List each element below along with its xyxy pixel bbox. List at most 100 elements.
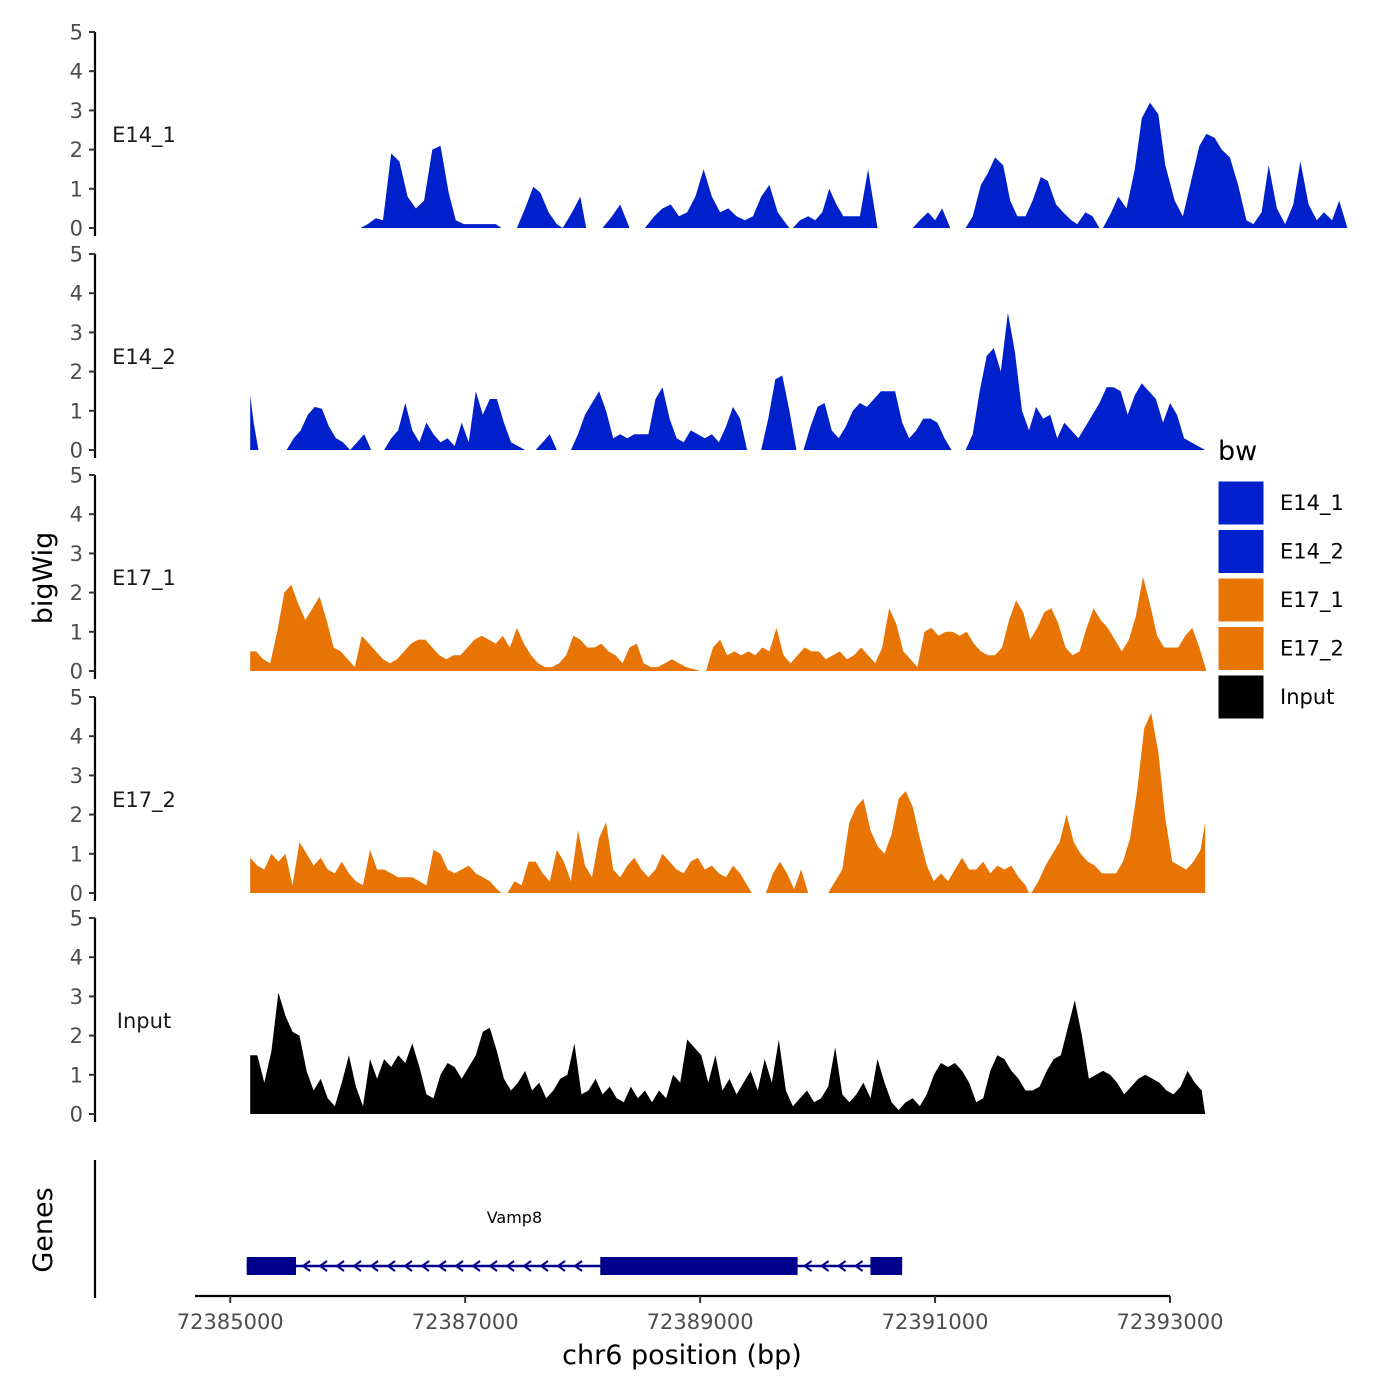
strand-arrow [836, 1260, 847, 1272]
y-tick-label: 0 [70, 660, 83, 684]
strand-arrow [522, 1260, 532, 1272]
signal-area [350, 434, 372, 450]
y-tick-label: 5 [70, 907, 83, 931]
legend-swatch [1217, 674, 1265, 720]
legend-swatch [1217, 577, 1265, 623]
y-tick-label: 2 [70, 360, 83, 384]
signal-area [765, 861, 809, 893]
strand-arrow [420, 1260, 430, 1272]
signal-area [562, 196, 587, 228]
strand-arrow [573, 1260, 583, 1272]
y-tick-label: 3 [70, 985, 83, 1009]
strand-arrow [802, 1260, 813, 1272]
track-e17_2: 0 1 2 3 4 5 E17_2 [70, 686, 1206, 906]
strand-arrow [819, 1260, 830, 1272]
legend-label: Input [1280, 685, 1334, 709]
legend-item-e14_2: E14_2 [1217, 529, 1344, 574]
track-label: Input [117, 1009, 171, 1033]
y-tick-label: 5 [70, 21, 83, 45]
signal-area [644, 169, 790, 228]
legend-label: E14_1 [1280, 491, 1344, 516]
signal-area [250, 992, 1206, 1114]
gene-exon [870, 1257, 903, 1275]
strand-arrow [369, 1260, 379, 1272]
track-label: E14_2 [112, 345, 176, 370]
y-tick-label: 2 [70, 581, 83, 605]
x-tick-label: 72391000 [882, 1310, 989, 1334]
x-axis-title: chr6 position (bp) [562, 1340, 802, 1371]
y-tick-label: 1 [70, 1063, 83, 1087]
signal-area [384, 391, 526, 450]
x-tick-label: 72387000 [412, 1310, 519, 1334]
track-e17_1: 0 1 2 3 4 5 E17_1 [70, 464, 1207, 684]
strand-arrow [539, 1260, 549, 1272]
y-tick-label: 1 [70, 842, 83, 866]
track-e14_2: 0 1 2 3 4 5 E14_2 [70, 243, 1206, 463]
track-e14_1: 0 1 2 3 4 5 E14_1 [70, 21, 1348, 241]
y-tick-label: 3 [70, 99, 83, 123]
strand-arrow [318, 1260, 328, 1272]
y-tick-label: 4 [70, 60, 83, 84]
strand-arrow [403, 1260, 413, 1272]
gene-name-label: Vamp8 [487, 1208, 542, 1227]
legend-swatch [1217, 626, 1265, 671]
x-tick-label: 72385000 [177, 1310, 284, 1334]
y-tick-label: 1 [70, 620, 83, 644]
y-tick-label: 2 [70, 138, 83, 162]
y-axis-title: bigWig [28, 532, 59, 625]
legend-label: E17_1 [1280, 588, 1344, 613]
strand-arrow [556, 1260, 566, 1272]
gene-track-title: Genes [28, 1187, 59, 1272]
gene-track: Vamp8 [93, 1160, 903, 1298]
legend-swatch [1217, 480, 1265, 526]
legend-label: E14_2 [1280, 540, 1344, 565]
x-axis: 72385000 72387000 72389000 72391000 72393000 [177, 1294, 1224, 1334]
legend-item-input: Input [1217, 674, 1334, 720]
strand-arrow [386, 1260, 396, 1272]
signal-area [761, 375, 797, 450]
signal-area [286, 406, 351, 450]
signal-area [250, 842, 502, 893]
legend-swatch [1217, 529, 1265, 574]
legend-item-e14_1: E14_1 [1217, 480, 1344, 526]
signal-area [516, 186, 563, 228]
signal-area [828, 791, 1029, 893]
strand-arrow [471, 1260, 481, 1272]
y-tick-label: 2 [70, 1024, 83, 1048]
y-tick-label: 5 [70, 464, 83, 488]
y-tick-label: 2 [70, 803, 83, 827]
legend-title: bw [1218, 436, 1257, 467]
track-input: 0 1 2 3 4 5 Input [70, 907, 1206, 1127]
y-tick-label: 0 [70, 1103, 83, 1127]
x-tick-label: 72393000 [1117, 1310, 1224, 1334]
track-label: E17_1 [112, 566, 176, 591]
gene-vamp8: Vamp8 [246, 1208, 903, 1275]
y-tick-label: 4 [70, 282, 83, 306]
y-tick-label: 3 [70, 542, 83, 566]
y-tick-label: 0 [70, 439, 83, 463]
track-label: E14_1 [112, 123, 176, 148]
signal-area [360, 145, 502, 228]
gene-exon [246, 1257, 297, 1275]
y-tick-label: 4 [70, 946, 83, 970]
signal-area [507, 822, 752, 893]
signal-tracks: 0 1 2 3 4 5 E14_1 0 1 2 3 4 5 E14_2 0 1 2 3 4 5 E17_1 0 1 2 3 4 5 E… [70, 21, 1348, 1127]
y-tick-label: 0 [70, 882, 83, 906]
signal-area [965, 312, 1206, 450]
legend: bw E14_1 E14_2 E17_1 E17_2 Input [1217, 436, 1344, 720]
signal-area [535, 434, 557, 450]
strand-arrow [437, 1260, 447, 1272]
legend-label: E17_2 [1280, 637, 1344, 662]
strand-arrow [505, 1260, 515, 1272]
signal-area [792, 169, 878, 228]
y-tick-label: 1 [70, 177, 83, 201]
signal-area [965, 157, 1100, 228]
gene-exon [600, 1257, 798, 1275]
signal-area [803, 391, 952, 450]
signal-area [1103, 102, 1348, 228]
legend-item-e17_1: E17_1 [1217, 577, 1344, 623]
strand-arrow [335, 1260, 345, 1272]
track-label: E17_2 [112, 788, 176, 813]
strand-arrow [301, 1260, 311, 1272]
